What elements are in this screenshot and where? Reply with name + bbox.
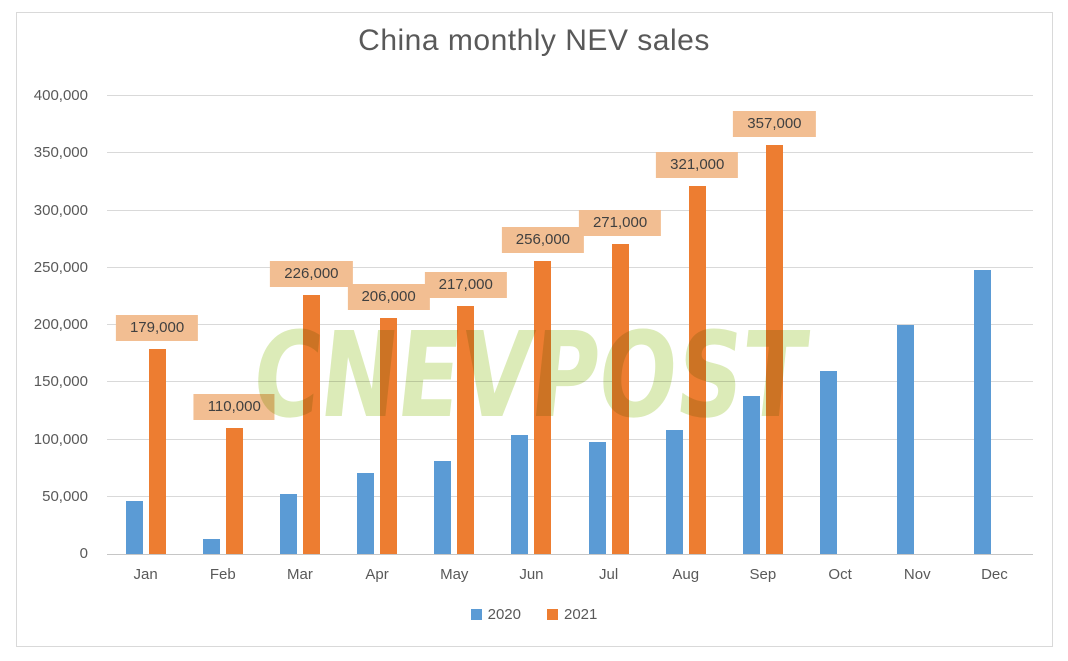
plot-area: 179,000 110,000 226,000 206,000 217,000 256,0… xyxy=(107,95,1033,555)
x-tick-label-jun: Jun xyxy=(519,566,544,583)
y-tick-label: 100,000 xyxy=(33,430,88,448)
bar-2020-feb xyxy=(202,539,220,554)
x-tick-label-nov: Nov xyxy=(903,566,931,583)
legend-label-2021: 2021 xyxy=(564,606,598,623)
bar-2021-jan xyxy=(148,349,166,554)
x-tick-label-jul: Jul xyxy=(598,566,619,583)
y-tick-label: 350,000 xyxy=(33,144,88,162)
y-tick-label: 150,000 xyxy=(33,373,88,391)
chart-title: China monthly NEV sales xyxy=(358,24,710,57)
x-tick-label-sep: Sep xyxy=(749,566,777,583)
legend-item-2021: 2021 xyxy=(547,606,597,623)
data-label-2021-may: 217,000 xyxy=(424,271,507,298)
x-tick-label-oct: Oct xyxy=(828,566,852,583)
bar-2020-jan xyxy=(125,501,143,554)
legend-label-2020: 2020 xyxy=(487,606,521,623)
legend-swatch-2020 xyxy=(470,609,482,620)
x-tick-label-dec: Dec xyxy=(981,566,1008,583)
bar-2020-jul xyxy=(588,441,606,554)
bar-2021-aug xyxy=(688,186,706,554)
gridline xyxy=(107,266,1033,268)
x-axis-line xyxy=(107,554,1033,555)
bar-2020-oct xyxy=(820,370,838,554)
legend-swatch-2021 xyxy=(547,609,558,620)
x-tick-label-aug: Aug xyxy=(672,566,700,583)
bar-2021-sep xyxy=(765,145,783,554)
y-tick-label: 300,000 xyxy=(33,201,88,219)
x-tick-label-feb: Feb xyxy=(209,566,236,583)
y-tick-label: 250,000 xyxy=(33,258,88,276)
bar-2020-nov xyxy=(897,325,915,554)
gridline xyxy=(107,209,1033,211)
bar-2021-feb xyxy=(225,428,243,554)
data-label-2021-aug: 321,000 xyxy=(656,152,739,179)
bar-2021-jun xyxy=(534,260,552,554)
data-label-2021-jan: 179,000 xyxy=(115,315,199,342)
data-label-2021-jun: 256,000 xyxy=(501,226,585,253)
x-tick-label-jan: Jan xyxy=(133,566,158,583)
bar-2021-mar xyxy=(302,295,320,554)
gridline xyxy=(107,95,1033,96)
bar-2021-may xyxy=(457,305,475,554)
x-tick-label-mar: Mar xyxy=(286,566,313,583)
data-label-2021-mar: 226,000 xyxy=(270,261,353,288)
bar-2020-may xyxy=(434,461,452,554)
y-tick-label: 50,000 xyxy=(42,487,88,505)
data-label-2021-sep: 357,000 xyxy=(733,111,816,138)
x-tick-label-may: May xyxy=(440,566,469,583)
gridline xyxy=(107,152,1033,154)
y-tick-label: 200,000 xyxy=(33,316,88,333)
bar-2020-sep xyxy=(742,396,760,554)
gridline xyxy=(107,324,1033,325)
bar-2020-mar xyxy=(279,494,297,554)
x-tick-label-apr: Apr xyxy=(365,566,389,583)
gridline xyxy=(107,495,1033,497)
bar-2020-aug xyxy=(665,430,683,554)
gridline xyxy=(107,438,1033,440)
legend: 2020 2021 xyxy=(0,606,1068,623)
bar-2021-jul xyxy=(611,243,629,554)
legend-item-2020: 2020 xyxy=(470,606,521,623)
gridline xyxy=(107,381,1033,383)
y-tick-label: 0 xyxy=(79,545,88,562)
bar-2020-apr xyxy=(357,472,375,554)
data-label-2021-feb: 110,000 xyxy=(193,394,275,421)
data-label-2021-apr: 206,000 xyxy=(347,284,430,311)
bar-2021-apr xyxy=(380,318,398,554)
data-label-2021-jul: 271,000 xyxy=(578,209,662,236)
bar-2020-dec xyxy=(974,270,992,554)
y-tick-label: 400,000 xyxy=(33,87,88,104)
bar-2020-jun xyxy=(511,434,529,554)
